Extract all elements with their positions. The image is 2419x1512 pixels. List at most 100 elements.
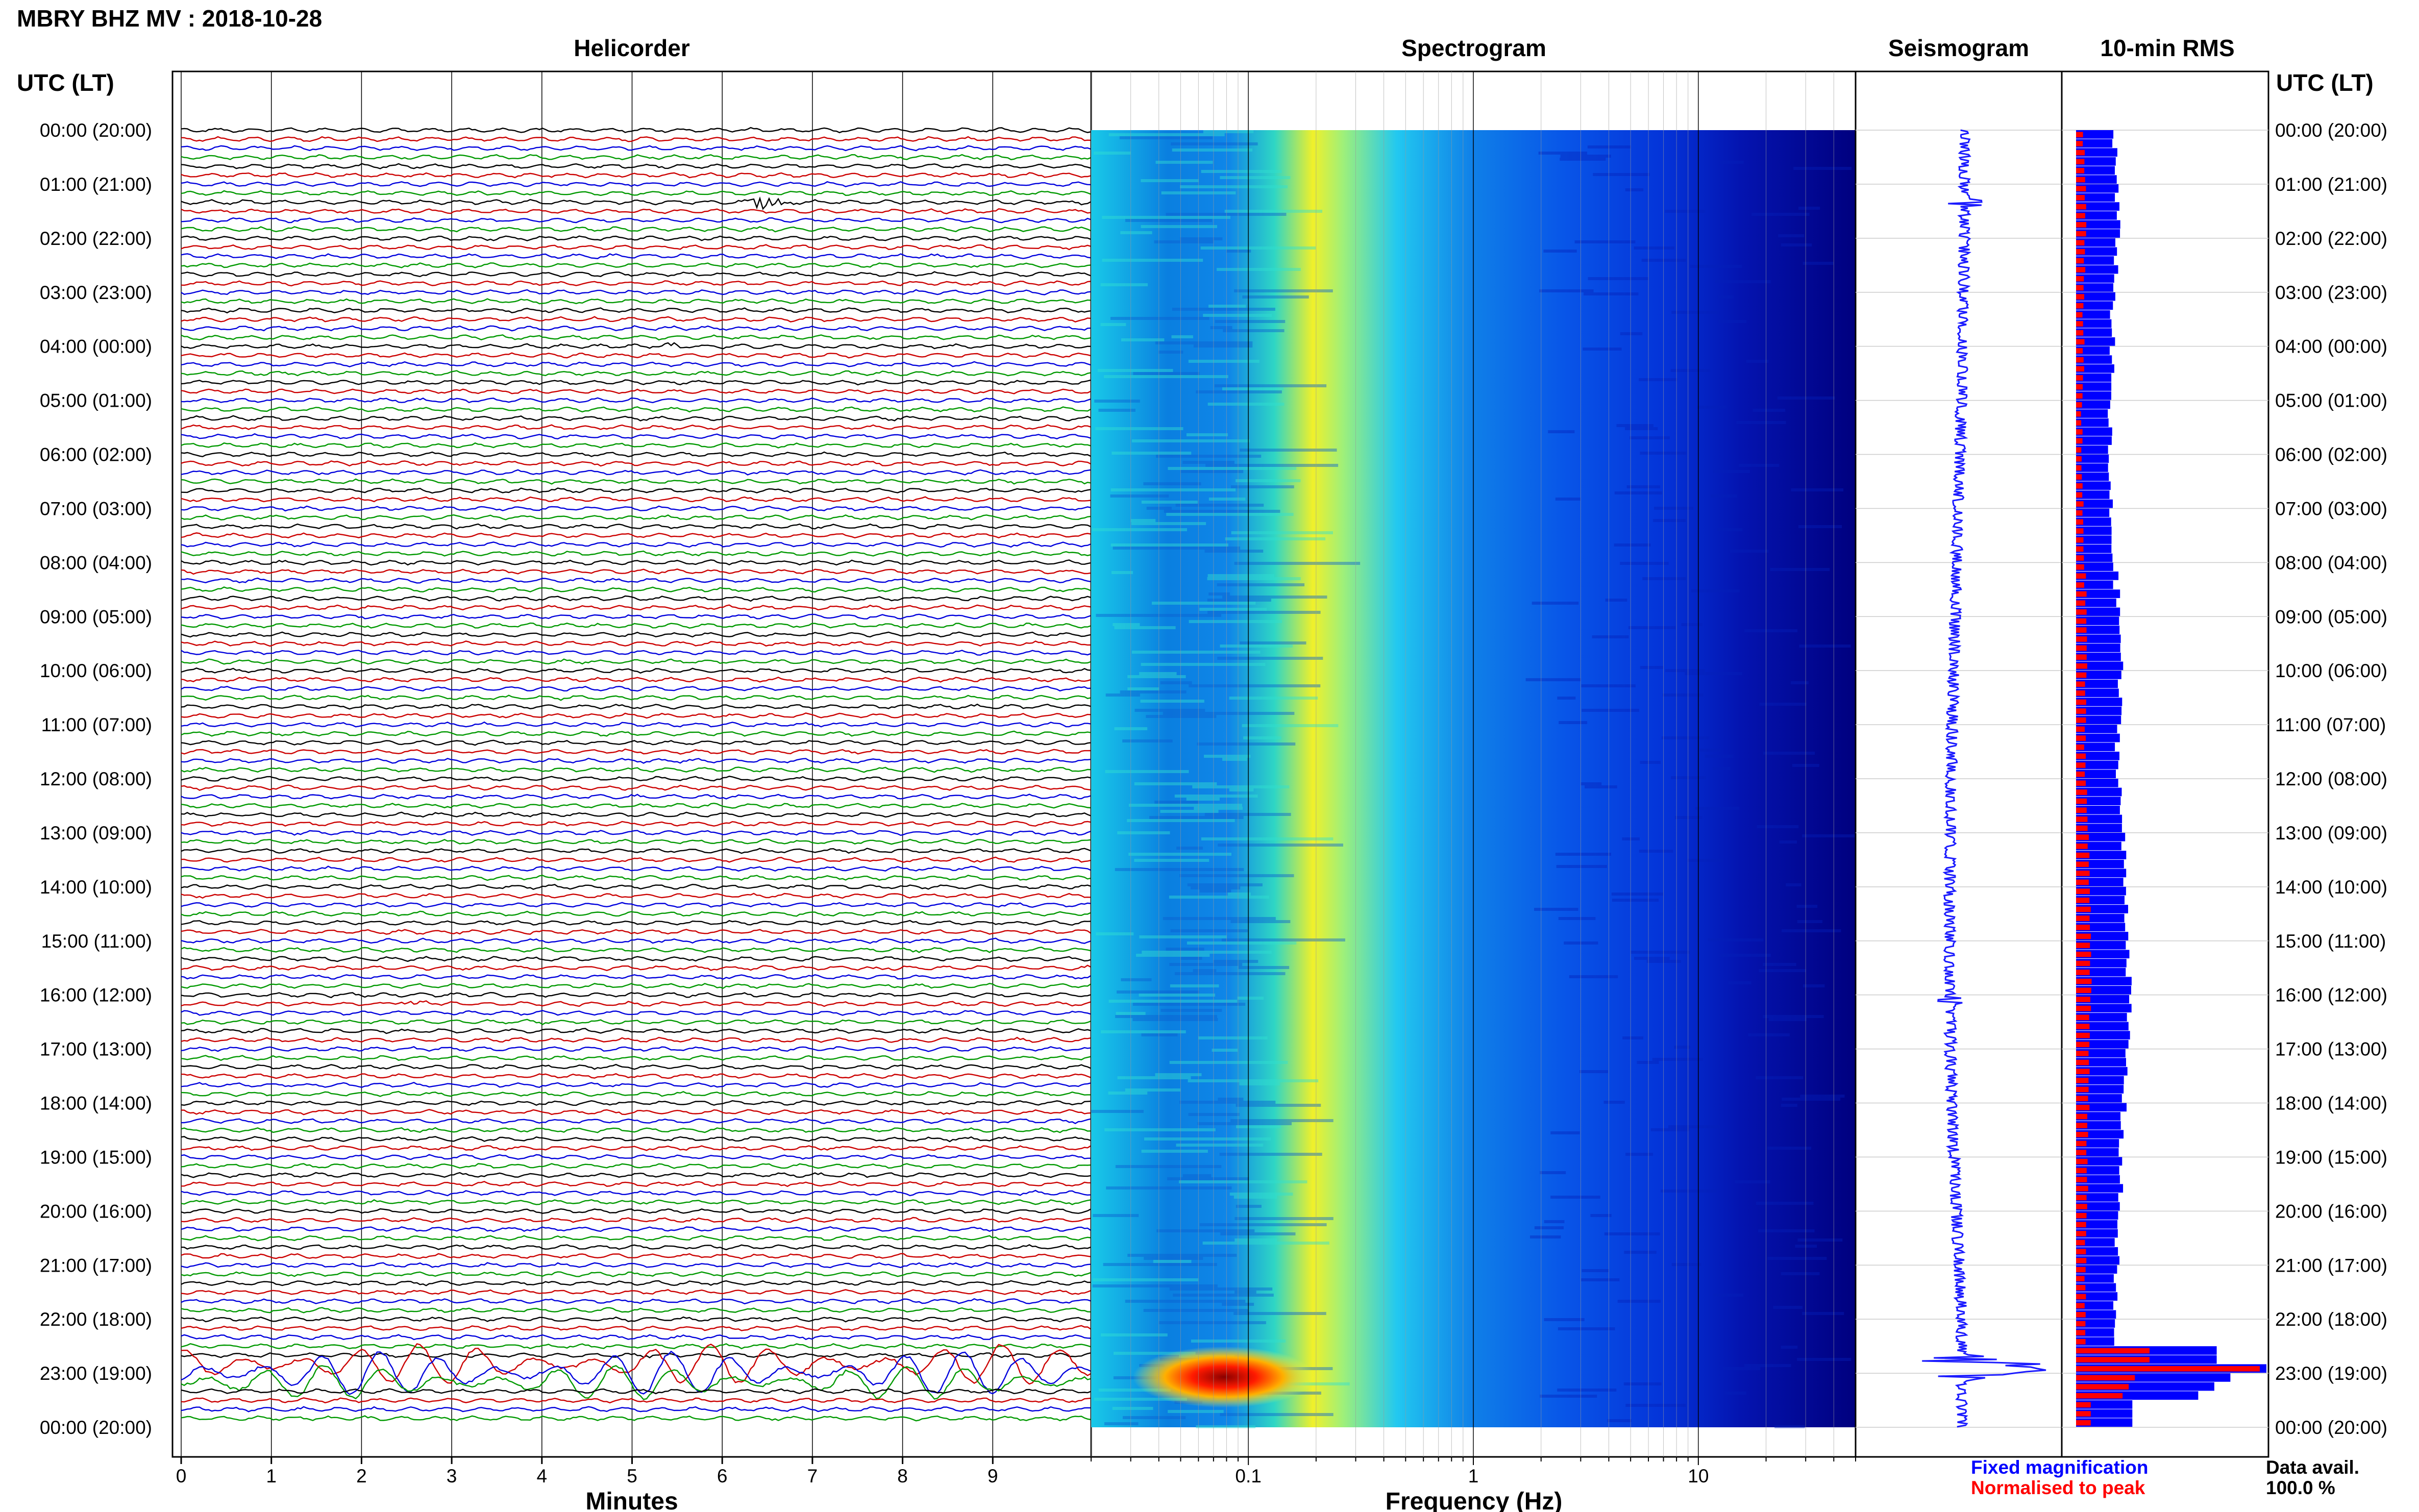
spectrogram-texture-row — [1235, 1217, 1334, 1220]
rms-bar-normalised — [2076, 978, 2092, 984]
helicorder-trace — [181, 1100, 1091, 1106]
rms-bar-fixed — [2076, 247, 2117, 256]
spectrogram-texture-row — [1774, 1425, 1805, 1428]
helicorder-trace — [181, 658, 1091, 665]
helicorder-trace — [181, 181, 1091, 187]
spectrogram-tick-label: 0.1 — [1235, 1466, 1261, 1486]
spectrogram-texture-row — [1217, 657, 1323, 660]
helicorder-trace — [181, 929, 1091, 935]
rms-bar-normalised — [2076, 1420, 2091, 1426]
spectrogram-texture-row — [1243, 736, 1281, 739]
spectrogram-texture-row — [1739, 464, 1780, 467]
figure-title: MBRY BHZ MV : 2018-10-28 — [17, 5, 322, 32]
time-label-left: 18:00 (14:00) — [40, 1093, 152, 1114]
spectrogram-texture-row — [1227, 893, 1251, 896]
helicorder-trace — [181, 1415, 1091, 1422]
spectrogram-texture-row — [1212, 1049, 1238, 1052]
helicorder-trace — [181, 794, 1091, 800]
helicorder-trace — [181, 883, 1091, 890]
spectrogram-texture-row — [1208, 498, 1246, 501]
helicorder-trace — [181, 1172, 1091, 1178]
rms-bar-fixed — [2076, 553, 2113, 562]
spectrogram-texture-row — [1646, 960, 1681, 963]
rms-bar-normalised — [2076, 1032, 2090, 1038]
rms-bar-normalised — [2076, 1222, 2086, 1228]
time-label-left: 23:00 (19:00) — [40, 1363, 152, 1384]
helicorder-trace — [181, 956, 1091, 962]
spectrogram-texture-row — [1096, 932, 1134, 935]
panel-title-rms: 10-min RMS — [2100, 35, 2234, 61]
spectrogram-texture-row — [1169, 896, 1269, 899]
spectrogram-texture-row — [1581, 684, 1636, 687]
spectrogram-texture-row — [1188, 1079, 1319, 1082]
spectrogram-texture-row — [1770, 568, 1830, 571]
spectrogram-texture-row — [1172, 308, 1275, 311]
spectrogram-texture-row — [1534, 908, 1578, 911]
spectrogram-texture-row — [1763, 1015, 1824, 1018]
rms-bar-fixed — [2076, 310, 2110, 319]
spectrogram-texture-row — [1796, 905, 1818, 908]
spectrogram-texture-row — [1207, 403, 1285, 406]
spectrogram-texture-row — [1705, 755, 1734, 758]
rms-bar-fixed — [2076, 445, 2108, 454]
spectrogram-texture-row — [1630, 436, 1670, 439]
spectrogram-texture-row — [1189, 684, 1321, 687]
spectrogram-texture-row — [1625, 188, 1644, 191]
spectrogram-texture-row — [1186, 798, 1220, 801]
spectrogram-texture-row — [1223, 329, 1285, 332]
helicorder-trace — [181, 1343, 1091, 1350]
spectrogram-texture-row — [1719, 954, 1771, 957]
panel-title-seismogram: Seismogram — [1888, 35, 2029, 61]
spectrogram-texture-row — [1176, 847, 1203, 850]
spectrogram-texture-row — [1100, 283, 1148, 286]
helicorder-tick-label: 1 — [266, 1466, 277, 1486]
spectrogram-texture-row — [1557, 697, 1576, 700]
helicorder-trace — [181, 1307, 1091, 1313]
rms-bar-normalised — [2076, 681, 2085, 687]
spectrogram-texture-row — [1222, 596, 1327, 599]
spectrogram-texture-row — [1751, 213, 1810, 216]
spectrogram-texture-row — [1620, 332, 1643, 335]
spectrogram-texture-row — [1612, 899, 1659, 902]
spectrogram-texture-row — [1653, 519, 1686, 522]
spectrogram-texture-row — [1125, 219, 1213, 222]
spectrogram-texture-row — [1525, 678, 1581, 681]
spectrogram-texture-row — [1204, 813, 1291, 816]
rms-bar-fixed — [2076, 544, 2112, 553]
spectrogram-texture-row — [1581, 1278, 1620, 1281]
rms-bar-normalised — [2076, 393, 2083, 399]
spectrogram-texture-row — [1555, 498, 1581, 501]
helicorder-tick-label: 8 — [897, 1466, 908, 1486]
helicorder-trace — [181, 613, 1091, 620]
spectrogram-texture-row — [1229, 788, 1254, 791]
helicorder-trace — [181, 748, 1091, 755]
spectrogram-texture-row — [1180, 237, 1223, 240]
spectrogram-texture-row — [1637, 1061, 1659, 1064]
helicorder-trace — [181, 640, 1091, 647]
rms-bar-normalised — [2076, 456, 2082, 462]
helicorder-traces — [181, 127, 1091, 1422]
helicorder-trace — [181, 460, 1091, 467]
rms-bar-fixed — [2076, 139, 2113, 148]
rms-bar-normalised — [2076, 1005, 2091, 1011]
spectrogram-texture-row — [1199, 608, 1267, 611]
spectrogram-texture-row — [1237, 997, 1264, 1000]
time-label-right: 06:00 (02:00) — [2275, 444, 2387, 465]
helicorder-tick-label: 3 — [447, 1466, 457, 1486]
rms-bar-fixed — [2076, 1274, 2114, 1283]
seismogram-frame — [1855, 70, 2063, 1458]
rms-bar-fixed — [2076, 1337, 2114, 1346]
rms-bar-normalised — [2076, 1069, 2090, 1074]
spectrogram-texture-row — [1671, 1263, 1701, 1266]
rms-bar-normalised — [2076, 1024, 2090, 1029]
spectrogram-texture-row — [1194, 807, 1243, 810]
time-label-left: 16:00 (12:00) — [40, 985, 152, 1006]
spectrogram-texture-row — [1220, 176, 1291, 179]
helicorder-trace — [181, 253, 1091, 259]
rms-bar-fixed — [2076, 328, 2112, 337]
spectrogram-texture-row — [1113, 547, 1240, 550]
spectrogram-texture-row — [1717, 295, 1734, 299]
helicorder-trace — [181, 280, 1091, 287]
spectrogram-texture-row — [1143, 482, 1201, 485]
spectrogram-texture-row — [1091, 1110, 1144, 1113]
